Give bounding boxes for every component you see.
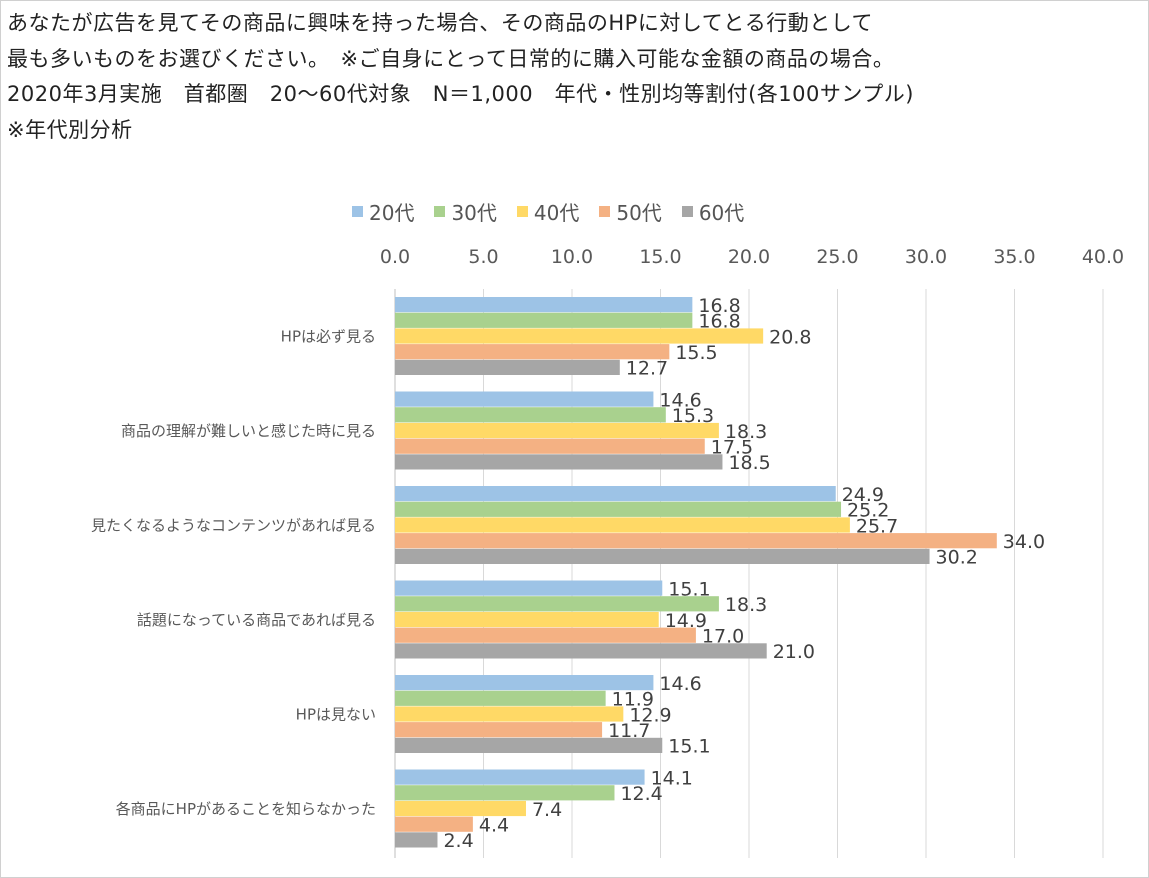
x-tick-label: 35.0 [993, 246, 1035, 268]
bar [395, 344, 670, 360]
bar [395, 785, 615, 801]
bar [395, 501, 842, 517]
bar [395, 312, 693, 328]
bar [395, 438, 705, 454]
legend-label-30s: 30代 [451, 200, 497, 225]
title-line-3: 2020年3月実施 首都圏 20～60代対象 N＝1,000 年代・性別均等割付… [7, 82, 914, 106]
data-label: 17.5 [711, 436, 753, 458]
data-label: 18.3 [725, 594, 767, 616]
legend-label-60s: 60代 [698, 200, 745, 225]
chart-legend: 20代 30代 40代 50代 60代 [352, 197, 745, 226]
title-line-4: ※年代別分析 [7, 117, 133, 142]
data-label: 11.9 [612, 689, 654, 711]
data-label: 4.4 [479, 814, 509, 836]
bar [395, 675, 654, 691]
data-label: 21.0 [773, 641, 815, 663]
data-label: 11.7 [608, 720, 650, 742]
legend-label-50s: 50代 [616, 200, 662, 225]
bar [395, 627, 696, 643]
data-label: 20.8 [769, 326, 811, 348]
legend-swatch-50s [599, 205, 611, 217]
bar [395, 391, 654, 407]
data-label: 16.8 [698, 311, 740, 333]
title-line-1: あなたが広告を見てその商品に興味を持った場合、その商品のHPに対してとる行動とし… [7, 11, 874, 35]
data-label: 14.1 [651, 767, 693, 789]
data-label: 34.0 [1003, 531, 1045, 553]
bar [395, 722, 603, 738]
data-label: 7.4 [532, 799, 562, 821]
legend-swatch-30s [434, 205, 446, 217]
category-label: 各商品にHPがあることを知らなかった [116, 800, 376, 818]
bar [395, 690, 606, 706]
category-label: 見たくなるようなコンテンツがあれば見る [91, 516, 376, 534]
x-tick-label: 20.0 [728, 246, 770, 268]
x-tick-label: 0.0 [380, 246, 410, 268]
data-label: 14.9 [665, 610, 707, 632]
legend-swatch-60s [681, 205, 693, 217]
data-label: 25.2 [847, 500, 889, 522]
data-label: 15.1 [668, 578, 710, 600]
legend-swatch-40s [516, 205, 528, 217]
bar [395, 548, 930, 564]
data-label: 17.0 [702, 625, 744, 647]
data-label: 16.8 [698, 295, 740, 317]
category-label: HPは見ない [296, 705, 376, 723]
category-label: HPは必ず見る [281, 327, 376, 345]
legend-item-30s: 30代 [434, 197, 497, 226]
data-label: 15.1 [668, 736, 710, 758]
data-label: 15.5 [675, 342, 717, 364]
question-title: あなたが広告を見てその商品に興味を持った場合、その商品のHPに対してとる行動とし… [7, 6, 914, 148]
bar [395, 454, 723, 470]
x-tick-label: 10.0 [551, 246, 593, 268]
bar [395, 643, 767, 659]
legend-item-50s: 50代 [599, 197, 662, 226]
bar [395, 769, 645, 785]
data-label: 24.9 [842, 484, 884, 506]
data-label: 2.4 [443, 830, 473, 852]
bar [395, 533, 997, 549]
bar [395, 832, 438, 848]
bar [395, 359, 620, 375]
bar [395, 407, 666, 423]
data-label: 18.5 [728, 452, 770, 474]
data-label: 18.3 [725, 421, 767, 443]
legend-item-40s: 40代 [516, 197, 580, 226]
legend-item-20s: 20代 [352, 197, 414, 226]
x-tick-label: 5.0 [468, 246, 498, 268]
data-label: 12.7 [626, 358, 668, 380]
data-label: 12.4 [620, 783, 662, 805]
data-label: 25.7 [856, 515, 898, 537]
data-label: 14.6 [659, 673, 701, 695]
bar [395, 328, 764, 344]
bar [395, 611, 659, 628]
data-label: 14.6 [659, 389, 701, 411]
bar [395, 737, 663, 753]
x-tick-label: 40.0 [1082, 246, 1124, 268]
bar [395, 800, 526, 817]
bar [395, 706, 624, 722]
legend-swatch-20s [352, 205, 363, 217]
category-label: 商品の理解が難しいと感じた時に見る [121, 422, 376, 440]
bar [395, 596, 719, 612]
x-tick-label: 15.0 [639, 246, 681, 268]
data-label: 12.9 [629, 704, 671, 726]
bar [395, 517, 850, 533]
bar [395, 816, 473, 832]
x-tick-label: 30.0 [905, 246, 947, 268]
legend-label-20s: 20代 [369, 200, 415, 225]
x-tick-label: 25.0 [816, 246, 858, 268]
category-label: 話題になっている商品であれば見る [137, 611, 376, 629]
bar [395, 580, 663, 596]
title-line-2: 最も多いものをお選びください。 ※ご自身にとって日常的に購入可能な金額の商品の場… [7, 46, 895, 71]
bar [395, 486, 836, 502]
data-label: 30.2 [936, 547, 978, 569]
data-label: 15.3 [672, 405, 714, 427]
legend-label-40s: 40代 [533, 200, 580, 225]
bar [395, 422, 719, 439]
bar [395, 297, 693, 313]
legend-item-60s: 60代 [681, 197, 745, 226]
